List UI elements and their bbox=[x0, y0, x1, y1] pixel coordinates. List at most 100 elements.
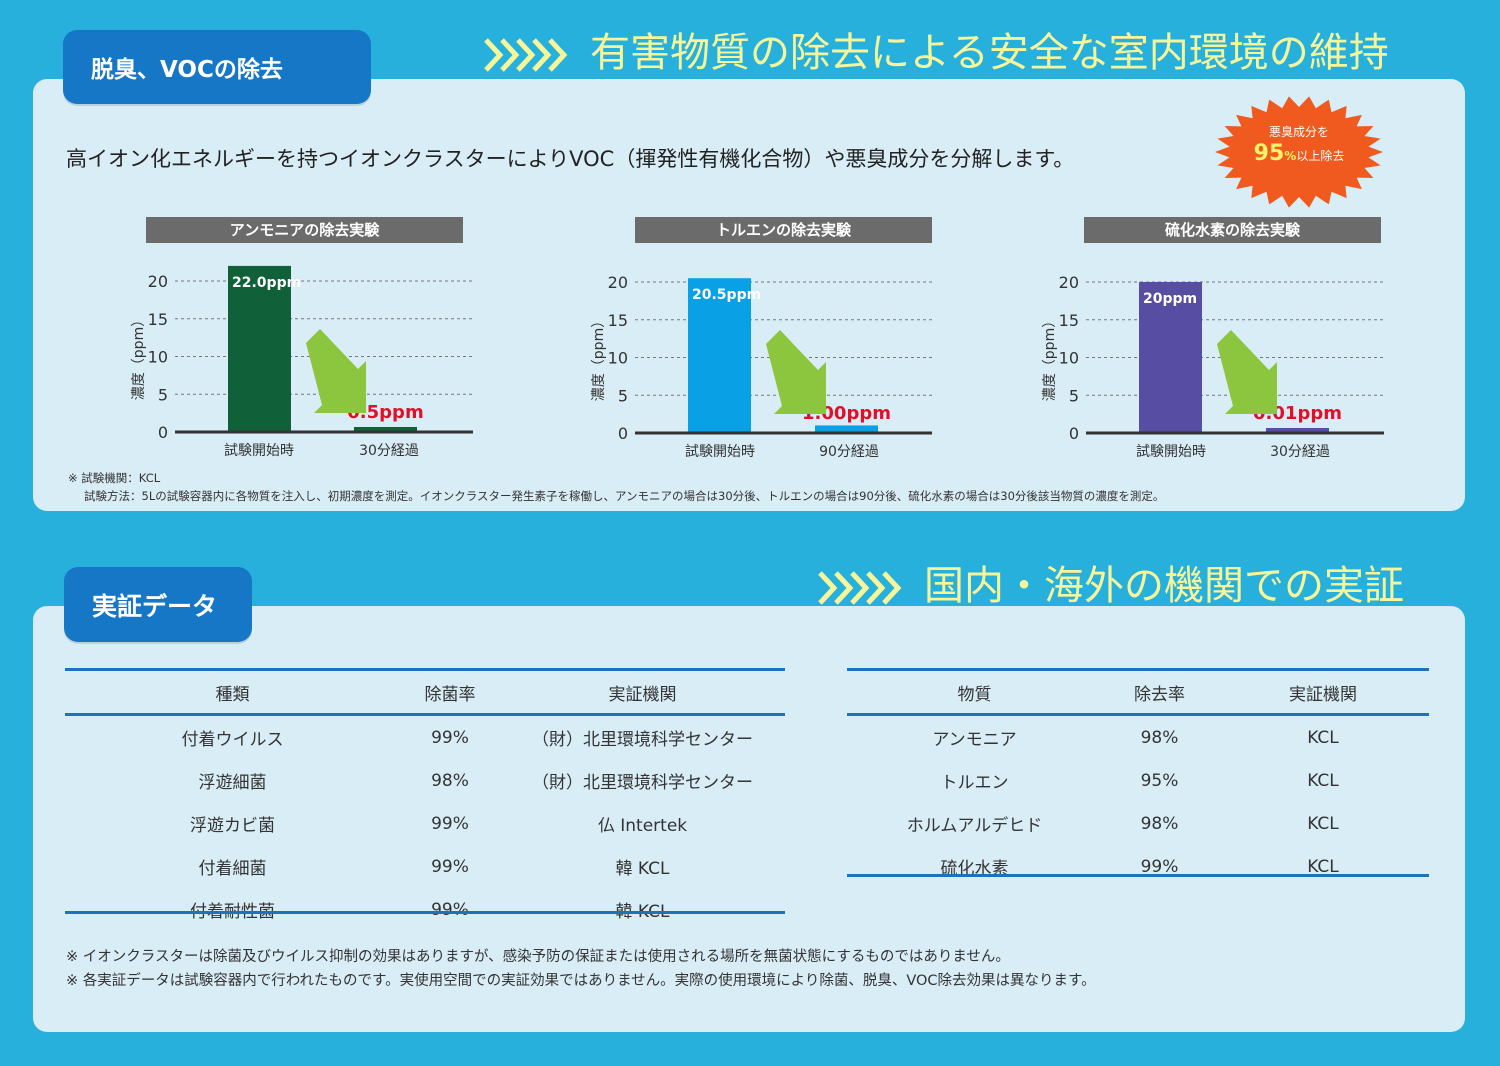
badge-percent: 95 bbox=[1253, 141, 1285, 166]
data-label: 22.0ppm bbox=[232, 275, 301, 291]
x-tick-label: 90分経過 bbox=[819, 444, 879, 460]
y-tick-label: 5 bbox=[1069, 386, 1079, 405]
table-cell: 99% bbox=[431, 899, 469, 920]
y-tick-label: 15 bbox=[1059, 311, 1079, 330]
y-axis-label: 濃度（ppm） bbox=[131, 313, 147, 400]
table-row: アンモニア 98% KCL bbox=[847, 715, 1429, 760]
chart-title-toluene: トルエンの除去実験 bbox=[635, 217, 932, 243]
data-label: 0.5ppm bbox=[347, 402, 423, 423]
chevrons-icon bbox=[818, 571, 902, 605]
bar bbox=[688, 278, 751, 433]
note-method: 試験方法：5Lの試験容器内に各物質を注入し、初期濃度を測定。イオンクラスター発生… bbox=[84, 489, 1165, 503]
table-cell: 99% bbox=[431, 813, 469, 834]
y-tick-label: 10 bbox=[1059, 349, 1079, 368]
y-tick-label: 0 bbox=[1069, 424, 1079, 443]
table-cell: 硫化水素 bbox=[940, 859, 1009, 879]
table-row: ホルムアルデヒド 98% KCL bbox=[847, 802, 1429, 845]
col-header: 実証機関 bbox=[500, 671, 785, 716]
table-row: 浮遊カビ菌 99% 仏 Intertek bbox=[65, 802, 785, 845]
table-cell: KCL bbox=[1307, 727, 1339, 748]
table-cell: ホルムアルデヒド bbox=[906, 816, 1043, 836]
x-tick-label: 30分経過 bbox=[1270, 444, 1330, 460]
table-header-row: 物質 除去率 実証機関 bbox=[847, 671, 1429, 716]
footnote-2: ※ 各実証データは試験容器内で行われたものです。実使用空間での実証効果ではありま… bbox=[66, 973, 1096, 989]
col-header: 除去率 bbox=[1102, 671, 1217, 716]
badge-text: 以上除去 bbox=[1296, 149, 1345, 163]
y-tick-label: 0 bbox=[158, 423, 168, 442]
table-cell: 浮遊細菌 bbox=[198, 773, 267, 793]
bar bbox=[354, 427, 417, 432]
intro-text: 高イオン化エネルギーを持つイオンクラスターによりVOC（揮発性有機化合物）や悪臭… bbox=[66, 147, 1075, 171]
col-header: 物質 bbox=[847, 671, 1102, 716]
table-cell: 99% bbox=[1140, 856, 1179, 877]
removal-badge: 悪臭成分を 95%以上除去 bbox=[1213, 95, 1385, 209]
x-tick-label: 試験開始時 bbox=[1136, 444, 1206, 460]
table-cell: KCL bbox=[1307, 856, 1339, 877]
y-tick-label: 5 bbox=[158, 385, 168, 404]
y-tick-label: 10 bbox=[608, 349, 628, 368]
table1-bottom-rule bbox=[65, 911, 785, 914]
table-row: 付着ウイルス 99% （財）北里環境科学センター bbox=[65, 715, 785, 760]
y-tick-label: 5 bbox=[618, 386, 628, 405]
table2-bottom-rule bbox=[847, 874, 1429, 877]
table-row: 付着細菌 99% 韓 KCL bbox=[65, 845, 785, 888]
bar bbox=[1139, 282, 1202, 433]
chart-title-h2s: 硫化水素の除去実験 bbox=[1084, 217, 1381, 243]
y-tick-label: 15 bbox=[608, 311, 628, 330]
table-cell: 98% bbox=[1140, 727, 1179, 748]
note-lab: ※ 試験機関：KCL bbox=[68, 471, 161, 485]
table-cell: （財）北里環境科学センター bbox=[532, 730, 753, 750]
y-axis-label: 濃度（ppm） bbox=[1042, 314, 1058, 401]
data-label: 20ppm bbox=[1143, 291, 1197, 307]
y-tick-label: 15 bbox=[148, 310, 168, 329]
table1-top-rule bbox=[65, 668, 785, 671]
headline-safe-environment: 有害物質の除去による安全な室内環境の維持 bbox=[484, 20, 1389, 78]
table-cell: 付着細菌 bbox=[198, 859, 267, 879]
y-tick-label: 20 bbox=[1059, 273, 1079, 292]
section-tab-data: 実証データ bbox=[64, 567, 252, 642]
bar bbox=[815, 425, 878, 433]
table-cell: 95% bbox=[1140, 770, 1179, 791]
chevrons-icon bbox=[484, 38, 568, 72]
table-cell: 付着ウイルス bbox=[181, 730, 284, 750]
chart-title-ammonia: アンモニアの除去実験 bbox=[146, 217, 463, 243]
bar bbox=[228, 265, 291, 432]
footnote-1: ※ イオンクラスターは除菌及びウイルス抑制の効果はありますが、感染予防の保証また… bbox=[66, 949, 1010, 965]
x-tick-label: 30分経過 bbox=[359, 443, 419, 459]
table-cell: KCL bbox=[1307, 770, 1339, 791]
y-axis-label: 濃度（ppm） bbox=[591, 314, 607, 401]
y-tick-label: 20 bbox=[148, 272, 168, 291]
badge-line2: 95%以上除去 bbox=[1213, 141, 1385, 166]
y-tick-label: 20 bbox=[608, 273, 628, 292]
badge-burst bbox=[1215, 96, 1383, 208]
table-cell: 韓 KCL bbox=[615, 902, 670, 922]
removal-table: 物質 除去率 実証機関 アンモニア 98% KCL トルエン 95% KCL ホルムアルデヒ… bbox=[847, 671, 1429, 888]
table-cell: 付着耐性菌 bbox=[190, 902, 275, 922]
table-cell: 99% bbox=[431, 856, 469, 877]
table-cell: 98% bbox=[1140, 813, 1179, 834]
x-tick-label: 試験開始時 bbox=[224, 443, 294, 459]
col-header: 実証機関 bbox=[1217, 671, 1429, 716]
data-label: 20.5ppm bbox=[692, 287, 761, 303]
table-cell: アンモニア bbox=[932, 730, 1017, 750]
down-arrow-icon bbox=[766, 330, 826, 414]
col-header: 種類 bbox=[65, 671, 400, 716]
table-row: 硫化水素 99% KCL bbox=[847, 845, 1429, 888]
table2-top-rule bbox=[847, 668, 1429, 671]
table-row: トルエン 95% KCL bbox=[847, 759, 1429, 802]
table-row: 付着耐性菌 99% 韓 KCL bbox=[65, 888, 785, 931]
x-tick-label: 試験開始時 bbox=[685, 444, 755, 460]
badge-line1: 悪臭成分を bbox=[1268, 125, 1329, 139]
down-arrow-icon bbox=[1217, 330, 1277, 414]
table-cell: トルエン bbox=[940, 773, 1009, 793]
headline-text: 国内・海外の機関での実証 bbox=[924, 563, 1404, 609]
table-cell: 韓 KCL bbox=[615, 859, 670, 879]
sterilization-table: 種類 除菌率 実証機関 付着ウイルス 99% （財）北里環境科学センター 浮遊細菌 98… bbox=[65, 671, 785, 931]
table-cell: KCL bbox=[1307, 813, 1339, 834]
col-header: 除菌率 bbox=[400, 671, 500, 716]
table-row: 浮遊細菌 98% （財）北里環境科学センター bbox=[65, 759, 785, 802]
headline-text: 有害物質の除去による安全な室内環境の維持 bbox=[590, 30, 1389, 76]
table-header-row: 種類 除菌率 実証機関 bbox=[65, 671, 785, 716]
down-arrow-icon bbox=[306, 329, 366, 413]
table-cell: 98% bbox=[431, 770, 469, 791]
